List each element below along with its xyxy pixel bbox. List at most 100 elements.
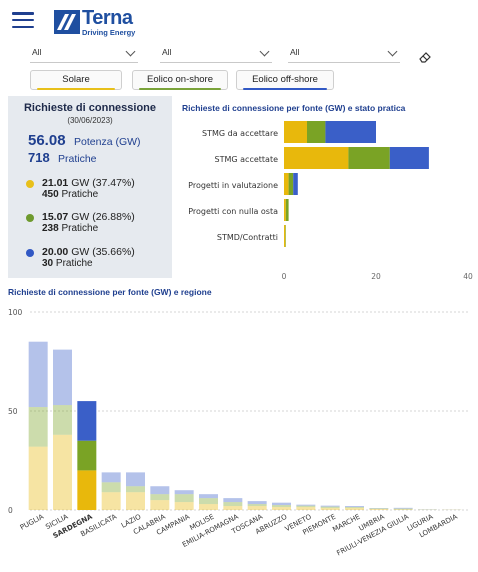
terna-logo-icon (54, 10, 80, 34)
x-tick-label: 40 (463, 272, 473, 281)
x-tick-label: 20 (371, 272, 381, 281)
bar-segment (320, 506, 340, 509)
bar-segment (101, 482, 121, 493)
bar-segment (284, 121, 307, 143)
bar-segment (77, 401, 97, 441)
bar-segment (284, 147, 349, 169)
bar-segment (53, 434, 72, 510)
bar-segment (345, 507, 364, 509)
bar-segment (199, 498, 218, 505)
brand-tagline: Driving Energy (82, 27, 136, 37)
bar-segment (348, 147, 390, 169)
x-tick-label: 0 (282, 272, 287, 281)
source-pratiche-value: 238 (42, 223, 59, 234)
filter-value: All (162, 47, 172, 57)
tab-eolico-on-shore[interactable]: Eolico on-shore (132, 70, 228, 90)
kpi-panel: Richieste di connessione (30/06/2023) 56… (8, 96, 172, 278)
bar-segment (288, 173, 294, 195)
bar-segment (28, 446, 48, 510)
source-tabs: Solare Eolico on-shore Eolico off-shore (0, 68, 478, 92)
bar-segment (199, 494, 218, 499)
source-pratiche-value: 30 (42, 258, 54, 269)
bar-segment (53, 349, 72, 406)
bar-segment (389, 147, 429, 169)
region-label: PUGLIA (19, 513, 45, 532)
source-pratiche-label: Pratiche (61, 223, 99, 234)
filter-dropdown-1[interactable]: All (30, 43, 138, 63)
hamburger-menu-icon[interactable] (12, 12, 34, 28)
bar-segment (272, 505, 291, 508)
bar-segment (126, 472, 145, 487)
bar-segment (223, 498, 243, 503)
bar-segment (325, 121, 376, 143)
bar-segment (126, 486, 145, 493)
bar-segment (272, 502, 291, 506)
eraser-icon[interactable] (418, 50, 432, 64)
chevron-down-icon (387, 46, 398, 57)
bar-segment (296, 505, 316, 508)
bar-segment (320, 508, 340, 510)
chevron-down-icon (125, 46, 136, 57)
onshore-dot-icon (26, 214, 34, 222)
bar-segment (150, 486, 170, 495)
kpi-date: (30/06/2023) (67, 116, 113, 125)
tab-label: Eolico off-shore (252, 74, 318, 85)
source-gw-text: GW (26.88%) (71, 211, 135, 223)
source-pratiche-label: Pratiche (55, 258, 93, 269)
app-header: Terna Driving Energy (0, 0, 478, 40)
tab-color-bar (139, 88, 221, 90)
chart-region-title: Richieste di connessione per fonte (GW) … (8, 287, 212, 297)
bar-segment (77, 440, 97, 471)
bar-segment (393, 508, 413, 510)
source-pratiche-value: 450 (42, 189, 59, 200)
offshore-dot-icon (26, 249, 34, 257)
bar-segment (223, 502, 243, 507)
bar-segment (345, 508, 364, 510)
bar-segment (296, 504, 316, 506)
bar-segment (285, 199, 289, 221)
bar-segment (247, 504, 267, 507)
source-pratiche-label: Pratiche (61, 189, 99, 200)
bar-segment (272, 507, 291, 510)
bar-segment (223, 506, 243, 510)
bar-segment (126, 492, 145, 510)
bar-segment (284, 199, 286, 221)
bar-segment (296, 507, 316, 510)
chart-status-title: Richieste di connessione per fonte (GW) … (182, 103, 406, 113)
filter-value: All (32, 47, 42, 57)
bar-segment (150, 494, 170, 501)
bar-segment (293, 173, 298, 195)
source-gw-text: GW (37.47%) (71, 177, 135, 189)
bar-segment (247, 506, 267, 510)
bar-segment (247, 501, 267, 505)
kpi-total-pratiche: 718 (28, 150, 50, 165)
y-tick-label: 0 (8, 506, 13, 515)
filter-dropdown-3[interactable]: All (288, 43, 400, 63)
region-label: MARCHE (331, 513, 361, 534)
chart-by-status: STMG da accettare STMG accettate Progetti … (188, 121, 473, 281)
bar-segment (174, 502, 194, 510)
source-gw-value: 20.00 (42, 246, 69, 258)
tab-eolico-off-shore[interactable]: Eolico off-shore (236, 70, 334, 90)
filter-dropdown-2[interactable]: All (160, 43, 272, 63)
chevron-down-icon (259, 46, 270, 57)
bar-segment (320, 505, 340, 507)
bar-segment (393, 507, 413, 509)
solare-dot-icon (26, 180, 34, 188)
bar-segment (284, 225, 286, 247)
brand-name: Terna (82, 6, 133, 29)
bar-segment (174, 494, 194, 503)
bar-segment (369, 508, 389, 510)
kpi-total-gw-label: Potenza (GW) (74, 136, 141, 148)
tab-color-bar (243, 88, 327, 90)
category-label: STMD/Contratti (217, 233, 278, 242)
bar-segment (53, 405, 72, 435)
bar-segment (101, 492, 121, 510)
tab-solare[interactable]: Solare (30, 70, 122, 90)
bar-segment (28, 341, 48, 408)
y-tick-label: 50 (8, 407, 18, 416)
bar-segment (284, 173, 289, 195)
bar-segment (77, 470, 97, 510)
kpi-total-gw: 56.08 (28, 132, 66, 149)
